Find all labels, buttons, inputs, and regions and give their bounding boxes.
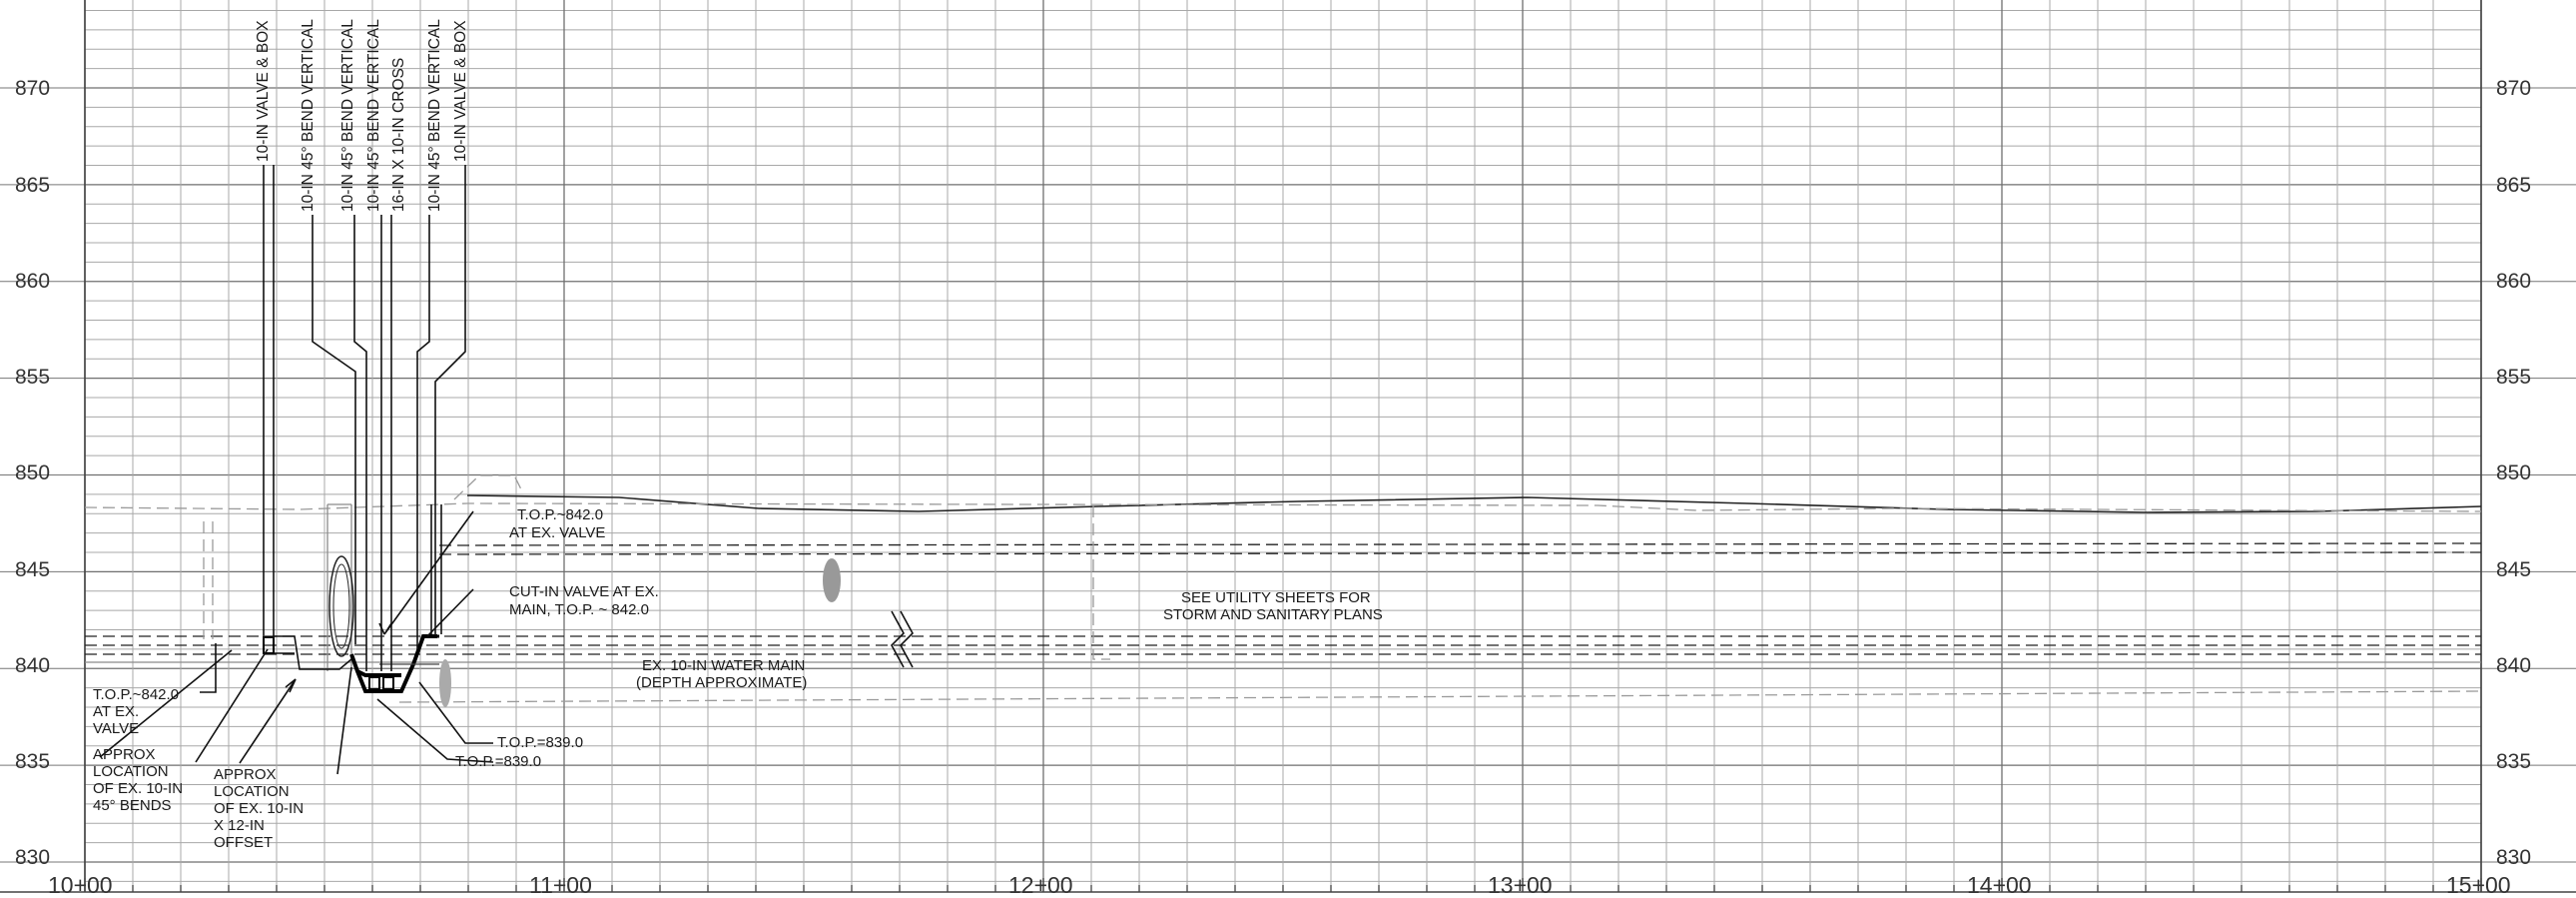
station-labels: 10+00 11+00 12+00 13+00 14+00 15+00 [48,872,2511,898]
note-approx-bends: APPROX [93,746,156,763]
note-approx-offset: LOCATION [214,783,290,800]
fitting-label: 10-IN VALVE & BOX [255,20,272,162]
note-see-utility: STORM AND SANITARY PLANS [1163,606,1383,623]
note-top-ex-valve-left: T.O.P.~842.0 [93,686,179,703]
annotation-notes: T.O.P.~842.0 AT EX. VALVE CUT-IN VALVE A… [93,506,1383,851]
note-approx-bends: OF EX. 10-IN [93,780,183,797]
elevation-label: 870 [2496,77,2531,100]
note-see-utility: SEE UTILITY SHEETS FOR [1181,589,1371,606]
station-label: 14+00 [1967,872,2032,898]
elevation-label: 835 [2496,750,2531,773]
existing-structures [203,474,1110,707]
fitting-label: 10-IN 45° BEND VERTICAL [365,19,382,212]
note-ex-water-main: EX. 10-IN WATER MAIN [642,657,805,674]
elevation-label: 865 [2496,174,2531,197]
fitting-label: 10-IN 45° BEND VERTICAL [426,19,443,212]
station-label: 10+00 [48,872,113,898]
elevation-label: 850 [2496,461,2531,484]
existing-ground-line [466,494,2482,513]
elevation-label: 830 [2496,846,2531,869]
fitting-label: 10-IN 45° BEND VERTICAL [339,19,356,212]
note-approx-offset: OF EX. 10-IN [214,800,304,817]
elevation-label: 860 [2496,270,2531,293]
note-top-ex-valve-left: VALVE [93,720,139,737]
note-approx-offset: APPROX [214,766,277,783]
note-approx-bends: LOCATION [93,763,169,780]
elevation-label: 855 [2496,366,2531,389]
elevation-label: 865 [15,174,50,197]
elevation-label: 835 [15,750,50,773]
existing-valve-assembly [263,635,352,670]
elevation-labels-right: 870 865 860 855 850 845 840 835 830 [2496,77,2531,869]
station-label: 12+00 [1008,872,1073,898]
elevation-label: 860 [15,270,50,293]
note-cut-in-valve: MAIN, T.O.P. ~ 842.0 [509,601,649,618]
note-approx-offset: OFFSET [214,834,273,851]
existing-utility-lines [85,542,2482,703]
note-approx-offset: X 12-IN [214,817,265,834]
fitting-label: 10-IN 45° BEND VERTICAL [300,19,317,212]
station-label: 13+00 [1488,872,1553,898]
station-label: 11+00 [529,872,592,898]
elevation-label: 830 [15,846,50,869]
note-approx-bends: 45° BENDS [93,797,172,814]
note-ex-water-main: (DEPTH APPROXIMATE) [636,674,807,691]
elevation-label: 845 [15,558,50,581]
proposed-lowering-pipe [349,634,439,693]
elevation-label: 870 [15,77,50,100]
elevation-label: 850 [15,461,50,484]
fitting-label: 10-IN VALVE & BOX [452,20,469,162]
note-top-839-b: T.O.P.=839.0 [455,753,541,770]
fitting-leaders [263,165,466,671]
note-top-ex-valve: T.O.P.~842.0 [517,506,603,523]
note-cut-in-valve: CUT-IN VALVE AT EX. [509,583,659,600]
proposed-grade-line [84,502,2482,512]
elevation-labels-left: 870 865 860 855 850 845 840 835 830 [15,77,50,869]
note-top-ex-valve-left: AT EX. [93,703,139,720]
elevation-label: 840 [2496,654,2531,677]
elevation-label: 855 [15,366,50,389]
elevation-label: 845 [2496,558,2531,581]
elevation-label: 840 [15,654,50,677]
fitting-label: 16-IN X 10-IN CROSS [390,58,407,212]
pipe-break-symbol [891,610,914,668]
note-top-ex-valve: AT EX. VALVE [509,524,605,541]
note-leaders [99,510,494,775]
fitting-labels: 10-IN VALVE & BOX 10-IN 45° BEND VERTICA… [255,19,469,212]
station-label: 15+00 [2446,872,2511,898]
note-top-839-a: T.O.P.=839.0 [497,734,583,751]
